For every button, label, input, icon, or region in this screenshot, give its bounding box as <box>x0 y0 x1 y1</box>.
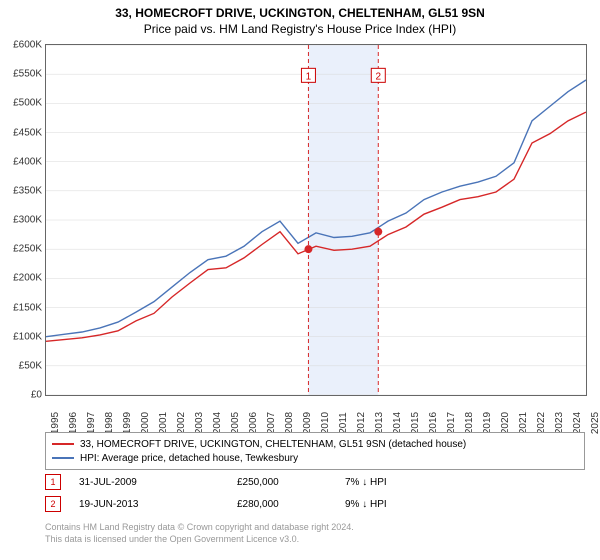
y-axis-label: £500K <box>0 98 46 109</box>
x-axis-label: 1995 <box>46 412 61 434</box>
y-axis-label: £550K <box>0 69 46 80</box>
x-axis-label: 2020 <box>496 412 511 434</box>
y-axis-label: £400K <box>0 156 46 167</box>
transaction-marker: 2 <box>45 496 61 512</box>
legend-swatch <box>52 443 74 445</box>
legend-item: 33, HOMECROFT DRIVE, UCKINGTON, CHELTENH… <box>52 437 578 451</box>
x-axis-label: 2010 <box>316 412 331 434</box>
y-axis-label: £450K <box>0 127 46 138</box>
x-axis-label: 2009 <box>298 412 313 434</box>
y-axis-label: £0 <box>0 390 46 401</box>
x-axis-label: 2023 <box>550 412 565 434</box>
x-axis-label: 1998 <box>100 412 115 434</box>
x-axis-label: 2000 <box>136 412 151 434</box>
transaction-date: 31-JUL-2009 <box>79 477 219 488</box>
svg-text:1: 1 <box>306 71 312 82</box>
footer-attribution: Contains HM Land Registry data © Crown c… <box>45 522 585 545</box>
x-axis-label: 2011 <box>334 412 349 434</box>
x-axis-label: 2016 <box>424 412 439 434</box>
x-axis-label: 2018 <box>460 412 475 434</box>
x-axis-label: 2003 <box>190 412 205 434</box>
y-axis-label: £100K <box>0 331 46 342</box>
y-axis-label: £200K <box>0 273 46 284</box>
page-title: 33, HOMECROFT DRIVE, UCKINGTON, CHELTENH… <box>0 6 600 20</box>
price-chart: 12£0£50K£100K£150K£200K£250K£300K£350K£4… <box>45 44 587 396</box>
transaction-pct: 9% ↓ HPI <box>345 499 465 510</box>
y-axis-label: £600K <box>0 40 46 51</box>
x-axis-label: 1996 <box>64 412 79 434</box>
chart-legend: 33, HOMECROFT DRIVE, UCKINGTON, CHELTENH… <box>45 432 585 470</box>
y-axis-label: £350K <box>0 185 46 196</box>
transaction-price: £280,000 <box>237 499 327 510</box>
x-axis-label: 2007 <box>262 412 277 434</box>
y-axis-label: £250K <box>0 244 46 255</box>
x-axis-label: 2013 <box>370 412 385 434</box>
y-axis-label: £50K <box>0 360 46 371</box>
legend-swatch <box>52 457 74 459</box>
legend-label: HPI: Average price, detached house, Tewk… <box>80 453 298 464</box>
x-axis-label: 2008 <box>280 412 295 434</box>
x-axis-label: 2001 <box>154 412 169 434</box>
x-axis-label: 2006 <box>244 412 259 434</box>
legend-label: 33, HOMECROFT DRIVE, UCKINGTON, CHELTENH… <box>80 439 466 450</box>
transaction-pct: 7% ↓ HPI <box>345 477 465 488</box>
x-axis-label: 2019 <box>478 412 493 434</box>
transaction-price: £250,000 <box>237 477 327 488</box>
transaction-marker: 1 <box>45 474 61 490</box>
x-axis-label: 2017 <box>442 412 457 434</box>
x-axis-label: 2005 <box>226 412 241 434</box>
x-axis-label: 2021 <box>514 412 529 434</box>
svg-text:2: 2 <box>375 71 381 82</box>
x-axis-label: 2002 <box>172 412 187 434</box>
x-axis-label: 1999 <box>118 412 133 434</box>
x-axis-label: 2024 <box>568 412 583 434</box>
x-axis-label: 2022 <box>532 412 547 434</box>
transaction-row: 2 19-JUN-2013 £280,000 9% ↓ HPI <box>45 496 585 512</box>
x-axis-label: 2014 <box>388 412 403 434</box>
x-axis-label: 1997 <box>82 412 97 434</box>
x-axis-label: 2004 <box>208 412 223 434</box>
legend-item: HPI: Average price, detached house, Tewk… <box>52 451 578 465</box>
page-subtitle: Price paid vs. HM Land Registry's House … <box>0 22 600 36</box>
x-axis-label: 2025 <box>586 412 600 434</box>
x-axis-label: 2012 <box>352 412 367 434</box>
footer-line: Contains HM Land Registry data © Crown c… <box>45 522 585 534</box>
y-axis-label: £150K <box>0 302 46 313</box>
footer-line: This data is licensed under the Open Gov… <box>45 534 585 546</box>
transaction-date: 19-JUN-2013 <box>79 499 219 510</box>
transaction-row: 1 31-JUL-2009 £250,000 7% ↓ HPI <box>45 474 585 490</box>
y-axis-label: £300K <box>0 215 46 226</box>
x-axis-label: 2015 <box>406 412 421 434</box>
